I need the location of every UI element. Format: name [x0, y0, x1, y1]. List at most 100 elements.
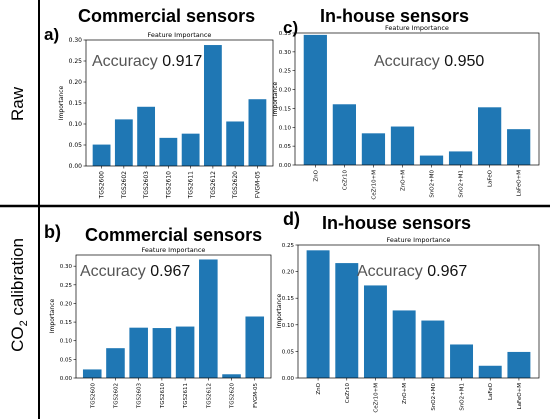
- plot-frame: [75, 254, 272, 379]
- x-tick-label: TGS2610: [165, 171, 172, 200]
- panel-letter: d): [283, 209, 300, 229]
- y-tick-label: 0.30: [279, 50, 292, 56]
- x-tick-label: ZnO+M: [402, 383, 408, 404]
- bar-TGS2600: [92, 144, 111, 166]
- y-axis-label: Importance: [272, 82, 279, 117]
- bar-TGS2620: [226, 121, 245, 166]
- y-tick-label: 0.30: [60, 264, 73, 270]
- panel-letter: c): [283, 18, 298, 37]
- y-tick-label: 0.15: [60, 320, 73, 326]
- x-tick-label: LaFeO: [488, 169, 494, 187]
- bar-TGS2620: [222, 374, 241, 378]
- y-tick-label: 0.15: [69, 100, 83, 107]
- y-tick-label: 0.35: [279, 31, 292, 37]
- y-tick-label: 0.15: [282, 296, 295, 302]
- plot-frame: [294, 32, 540, 166]
- y-tick-label: 0.20: [282, 270, 295, 276]
- bar-CeZr10: [332, 104, 356, 165]
- row-label-raw: Raw: [8, 86, 27, 121]
- x-tick-label: TGS2611: [188, 171, 195, 200]
- panel-a: a) Commercial sensors Feature Importance TG…: [44, 6, 274, 200]
- panel-letter: a): [44, 25, 59, 44]
- x-tick-label: TGS2620: [230, 383, 236, 410]
- x-tick-label: TGS2600: [99, 171, 106, 200]
- y-tick-label: 0.25: [69, 58, 83, 65]
- x-tick-label: TGS2602: [121, 171, 128, 200]
- x-tick-label: CeZr10: [342, 170, 348, 191]
- y-tick-label: 0.25: [279, 69, 292, 75]
- y-tick-label: 0.20: [69, 79, 83, 86]
- bar-SnO2+M0: [421, 320, 445, 378]
- x-tick-label: ZnO+M: [400, 170, 406, 191]
- y-tick-label: 0.25: [282, 243, 295, 249]
- y-tick-label: 0.25: [60, 283, 73, 289]
- accuracy-label: Accuracy: [374, 53, 444, 70]
- x-tick-label: FVGM-05: [253, 383, 259, 408]
- plot-frame: [297, 244, 540, 379]
- accuracy-value: 0.917: [162, 53, 202, 70]
- y-tick-label: 0.20: [279, 88, 292, 94]
- accuracy-value: 0.950: [444, 53, 484, 70]
- x-tick-label: SnO2+M1: [460, 383, 466, 411]
- bar-TGS2610: [159, 137, 178, 166]
- x-tick-label: TGS2603: [143, 171, 150, 200]
- bar-ZnO+M: [390, 126, 415, 165]
- bar-TGS2611: [181, 133, 200, 166]
- bar-TGS2600: [82, 369, 102, 378]
- accuracy-label: Accuracy: [80, 263, 150, 280]
- x-tick-label: TGS2603: [137, 383, 143, 410]
- y-tick-label: 0.00: [282, 376, 295, 382]
- x-tick-label: CeZr10+M: [373, 383, 379, 413]
- y-tick-label: 0.15: [279, 106, 292, 112]
- bar-TGS2602: [106, 348, 125, 378]
- accuracy-annotation: Accuracy 0.917: [92, 53, 202, 70]
- x-tick-label: SnO2+M0: [431, 383, 437, 411]
- y-tick-label: 0.05: [69, 142, 83, 149]
- bar-TGS2611: [175, 326, 195, 378]
- y-tick-label: 0.30: [69, 37, 83, 44]
- accuracy-label: Accuracy: [92, 53, 162, 70]
- x-tick-label: FVGM-05: [254, 171, 261, 198]
- group-title: Commercial sensors: [78, 6, 255, 26]
- y-tick-label: 0.20: [60, 301, 73, 307]
- y-tick-label: 0.05: [279, 144, 292, 150]
- bar-CeZr10: [335, 263, 359, 378]
- bar-ZnO: [303, 34, 327, 165]
- accuracy-annotation: Accuracy 0.967: [80, 263, 190, 280]
- chart-title: Feature Importance: [148, 31, 212, 39]
- x-tick-label: TGS2600: [90, 383, 96, 410]
- bar-FVGM-05: [245, 316, 265, 378]
- x-tick-label: TGS2612: [206, 383, 212, 409]
- y-tick-label: 0.10: [279, 125, 292, 131]
- bar-TGS2612: [199, 259, 218, 378]
- accuracy-label: Accuracy: [357, 263, 427, 280]
- y-axis-label: Importance: [276, 294, 283, 329]
- y-tick-label: 0.00: [60, 376, 73, 382]
- y-tick-label: 0.10: [282, 323, 295, 329]
- bar-TGS2612: [203, 45, 222, 166]
- x-tick-label: TGS2610: [160, 383, 166, 410]
- bar-LaFeO: [478, 107, 502, 165]
- y-axis-label: Importance: [58, 86, 65, 121]
- panel-d: d) In-house sensors Feature Importance ZnO C…: [276, 209, 540, 413]
- x-tick-label: TGS2612: [210, 171, 217, 200]
- bar-SnO2+M1: [448, 151, 473, 165]
- x-tick-label: CeZr10+M: [371, 170, 377, 200]
- bar-TGS2610: [152, 328, 172, 378]
- x-tick-label: ZnO: [316, 382, 322, 394]
- y-tick-label: 0.10: [69, 121, 83, 128]
- x-tick-label: SnO2+M1: [459, 170, 465, 198]
- bar-TGS2603: [137, 106, 156, 166]
- x-tick-label: LaFeO: [488, 382, 494, 400]
- bar-CeZr10+M: [363, 285, 387, 378]
- x-tick-label: SnO2+M0: [430, 170, 436, 198]
- accuracy-annotation: Accuracy 0.967: [357, 263, 467, 280]
- bar-ZnO+M: [392, 310, 416, 378]
- group-title: In-house sensors: [322, 213, 471, 233]
- bar-CeZr10+M: [361, 133, 386, 165]
- accuracy-value: 0.967: [150, 263, 190, 280]
- y-tick-label: 0.05: [282, 349, 295, 355]
- chart-title: Feature Importance: [385, 24, 449, 32]
